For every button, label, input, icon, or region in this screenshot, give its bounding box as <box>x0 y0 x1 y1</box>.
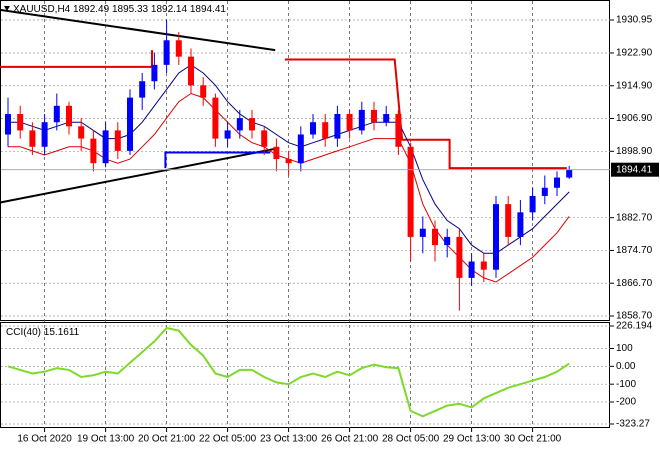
candle-body <box>78 126 85 139</box>
candle-body <box>480 261 487 270</box>
candle-body <box>541 187 548 196</box>
close-value: 1894.41 <box>190 4 227 15</box>
trend-line <box>0 8 276 52</box>
y-tick-label: -100 <box>616 379 636 390</box>
candle-body <box>554 177 560 188</box>
candle-body <box>297 134 304 164</box>
candle-body <box>261 130 268 147</box>
trend-line <box>0 147 276 204</box>
candle-body <box>151 64 158 82</box>
y-tick-label: 1882.70 <box>616 212 653 223</box>
candle-body <box>90 138 97 164</box>
candle-body <box>468 261 475 278</box>
y-tick-label: 226.194 <box>616 321 653 332</box>
y-tick-label: 1866.70 <box>616 278 653 289</box>
cci-line <box>7 326 570 418</box>
candle-body <box>114 130 121 151</box>
candle-body <box>517 212 524 237</box>
cci-value: 15.1611 <box>44 327 80 338</box>
candle-body <box>175 40 182 57</box>
y-tick-label: 1914.90 <box>616 80 653 91</box>
candle-body <box>29 130 36 147</box>
price-box <box>611 162 659 177</box>
header: XAUUSD,H4 1892.49 1895.33 1892.14 1894.4… <box>13 4 226 15</box>
open-value: 1892.49 <box>73 4 110 15</box>
candle-body <box>273 146 280 160</box>
x-tick-label: 26 Oct 21:00 <box>321 434 379 445</box>
y-tick-label: -323.27 <box>616 419 650 430</box>
candle-body <box>493 204 499 270</box>
y-tick-label: -200 <box>616 397 636 408</box>
candle-body <box>395 114 402 147</box>
x-tick-label: 29 Oct 13:00 <box>443 434 501 445</box>
trend-line <box>164 151 271 169</box>
moving-average <box>8 64 570 254</box>
candle-body <box>419 228 426 237</box>
y-tick-label: 0.00 <box>616 361 636 372</box>
candle-body <box>407 146 414 237</box>
candle-body <box>53 105 60 123</box>
candle-body <box>310 122 316 135</box>
candle-body <box>346 114 353 131</box>
y-tick-label: 1906.90 <box>616 113 653 124</box>
low-value: 1892.14 <box>151 4 188 15</box>
candle-body <box>200 85 207 98</box>
y-tick-label: 1898.90 <box>616 146 653 157</box>
candle-body <box>334 114 341 139</box>
x-tick-label: 23 Oct 13:00 <box>260 434 318 445</box>
candle-body <box>505 204 512 237</box>
candle-body <box>285 159 292 164</box>
candle-body <box>432 228 438 246</box>
x-tick-label: 30 Oct 21:00 <box>504 434 562 445</box>
high-value: 1895.33 <box>112 4 149 15</box>
x-tick-label: 16 Oct 2020 <box>17 434 72 445</box>
candle-body <box>188 56 194 86</box>
y-tick-label: 100 <box>616 343 633 354</box>
candle-body <box>358 109 365 131</box>
candle-body <box>41 122 48 147</box>
x-tick-label: 19 Oct 13:00 <box>77 434 135 445</box>
main-panel <box>0 0 610 321</box>
y-tick-label: 1858.70 <box>616 311 653 322</box>
y-tick-label: 1930.95 <box>616 15 653 26</box>
candle-body <box>383 114 390 123</box>
candle-body <box>127 97 133 151</box>
candle-body <box>371 109 377 123</box>
header-icon <box>4 6 10 11</box>
candle-body <box>249 118 255 131</box>
cci-title: CCI(40) <box>6 327 41 338</box>
candle-body <box>17 114 24 131</box>
symbol: XAUUSD,H4 <box>13 4 71 15</box>
y-tick-label: 1922.90 <box>616 48 653 59</box>
candle-body <box>236 118 243 131</box>
price-label: 1894.41 <box>616 164 653 175</box>
candle-body <box>566 169 573 178</box>
candle-body <box>66 105 72 127</box>
candle-body <box>322 122 329 139</box>
candle-body <box>212 97 219 139</box>
candle-body <box>224 130 231 139</box>
candle-body <box>163 40 170 65</box>
x-tick-label: 22 Oct 05:00 <box>199 434 257 445</box>
cci-header: CCI(40) 15.1611 <box>6 327 80 338</box>
candle-body <box>5 114 11 135</box>
candle-body <box>139 81 146 98</box>
y-tick-label: 1874.70 <box>616 245 653 256</box>
candle-body <box>456 236 463 278</box>
candle-body <box>102 130 109 164</box>
candle-body <box>529 195 536 213</box>
x-tick-label: 20 Oct 21:00 <box>138 434 196 445</box>
candle-body <box>444 236 451 246</box>
x-tick-label: 28 Oct 05:00 <box>382 434 440 445</box>
